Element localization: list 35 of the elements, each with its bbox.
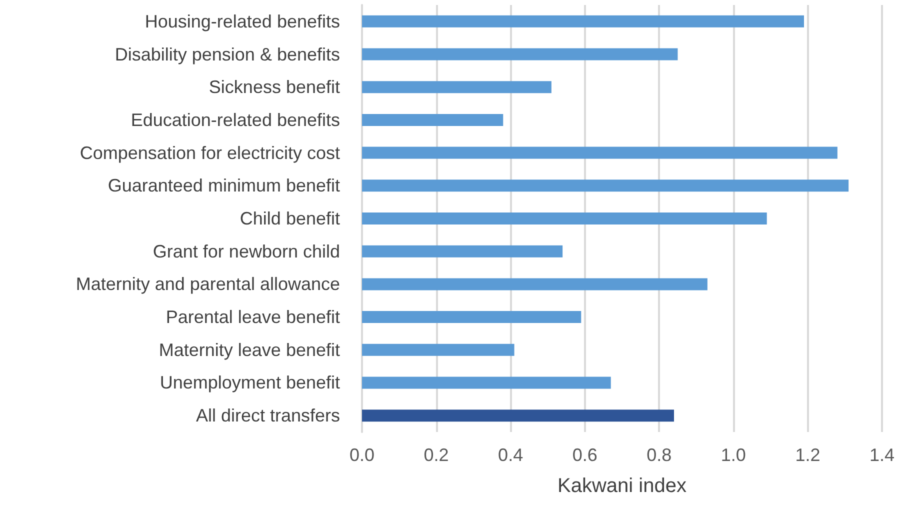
x-tick-label: 0.6 [572,445,598,465]
bar [362,376,611,389]
x-axis-title: Kakwani index [558,475,686,497]
y-tick-label: Disability pension & benefits [114,44,340,64]
y-tick-label: All direct transfers [196,406,340,426]
y-tick-label: Compensation for electricity cost [80,142,340,163]
bar [362,146,838,159]
x-tick-label: 1.2 [795,445,820,465]
x-tick-label: 0.0 [349,445,375,465]
y-tick-label: Child benefit [240,208,340,228]
bar [362,245,563,258]
y-tick-label: Education-related benefits [130,110,340,130]
y-tick-label: Unemployment benefit [160,372,340,393]
bar [362,114,504,126]
bar [362,311,582,324]
bar [362,15,804,28]
y-tick-label: Guaranteed minimum benefit [108,176,340,196]
x-tick-label: 0.4 [498,445,524,465]
y-tick-label: Parental leave benefit [166,307,340,328]
x-tick-label: 1.0 [720,445,746,465]
bar [362,278,708,290]
bar [362,410,674,422]
bar [362,48,678,60]
y-tick-label: Housing-related benefits [144,11,340,32]
y-tick-label: Sickness benefit [208,77,340,98]
bar [362,212,767,224]
y-tick-label: Grant for newborn child [152,241,340,262]
bar [362,81,552,94]
y-tick-label: Maternity leave benefit [158,340,340,360]
x-tick-label: 1.4 [869,445,895,465]
bar [362,180,849,192]
bar [362,344,514,356]
y-tick-label: Maternity and parental allowance [76,274,340,294]
x-tick-label: 0.8 [646,445,672,465]
x-tick-label: 0.2 [424,445,449,465]
